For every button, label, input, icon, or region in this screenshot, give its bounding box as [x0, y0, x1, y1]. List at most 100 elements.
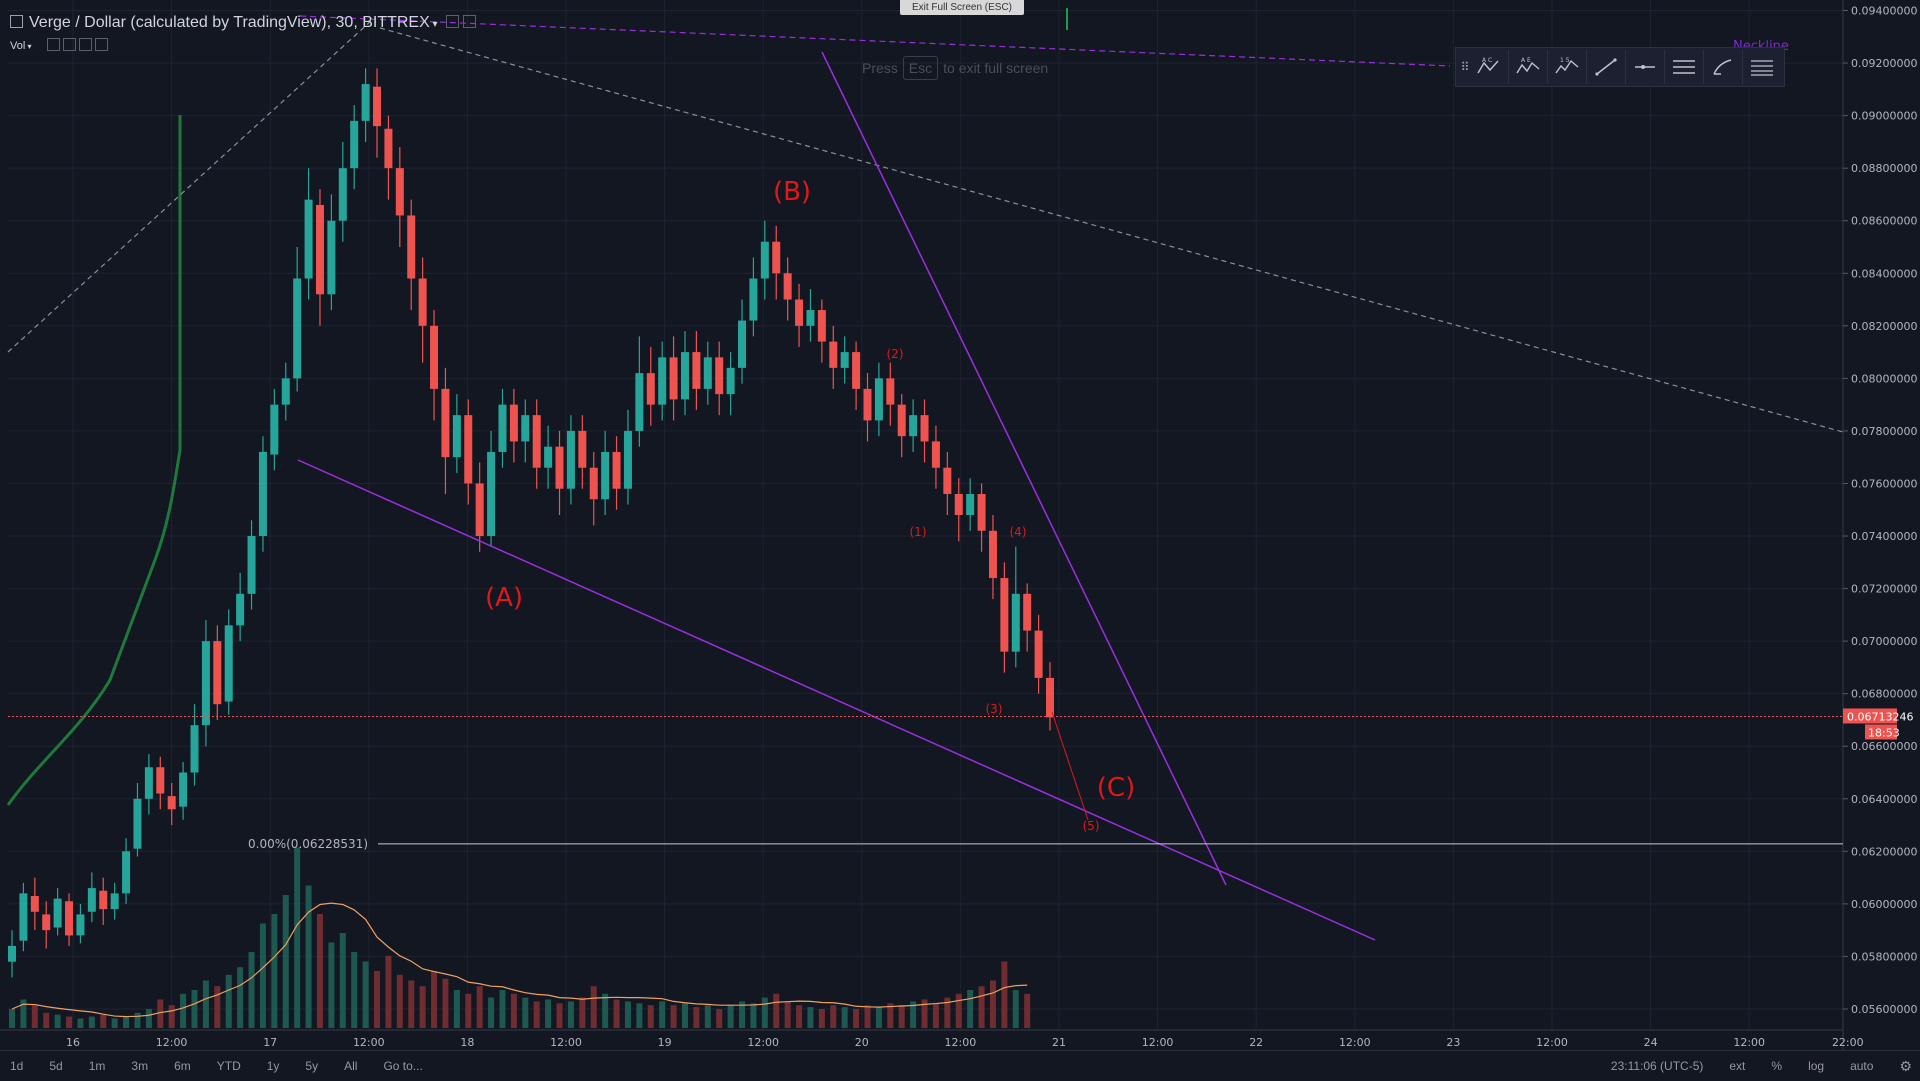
horizontal-ray-icon[interactable] [1626, 50, 1665, 84]
candle-body [920, 415, 929, 442]
range-ytd[interactable]: YTD [216, 1059, 241, 1073]
volume-bar [1024, 993, 1031, 1028]
fib-retracement-icon[interactable] [1743, 50, 1781, 84]
brush-icon[interactable] [1704, 50, 1743, 84]
option-auto[interactable]: auto [1850, 1059, 1874, 1073]
volume-bar [636, 1003, 643, 1028]
range-5d[interactable]: 5d [49, 1059, 63, 1073]
volume-bar [271, 914, 278, 1028]
volume-bar [556, 1003, 563, 1028]
candle-body [304, 199, 313, 279]
volume-bar [214, 986, 221, 1028]
close-icon[interactable] [94, 38, 108, 51]
volume-bar [191, 990, 198, 1028]
x-tick-label: 12:00 [1536, 1036, 1568, 1049]
settings-icon[interactable] [62, 38, 76, 51]
x-tick-label: 22 [1249, 1036, 1263, 1049]
y-tick-label: 0.09000000 [1851, 110, 1917, 123]
symbol-title[interactable]: Verge / Dollar (calculated by TradingVie… [29, 14, 430, 31]
y-tick-label: 0.08200000 [1851, 320, 1917, 333]
settings-icon[interactable] [446, 15, 460, 28]
candle-body [76, 914, 85, 936]
gear-icon[interactable]: ⚙ [1899, 1057, 1912, 1074]
clock-time[interactable]: 23:11:06 (UTC-5) [1610, 1059, 1704, 1073]
drag-handle-icon[interactable]: ⠿ [1460, 60, 1470, 74]
chevron-down-icon[interactable]: ▾ [25, 42, 32, 51]
y-tick-label: 0.08400000 [1851, 267, 1917, 280]
volume-bar [111, 1018, 118, 1028]
x-tick-label: 12:00 [1339, 1036, 1371, 1049]
y-tick-label: 0.06400000 [1851, 793, 1917, 806]
candle-body [954, 493, 963, 515]
parallel-channel-icon[interactable] [1665, 50, 1704, 84]
plus-icon[interactable] [78, 38, 92, 51]
candle-body [680, 352, 689, 400]
x-tick-label: 12:00 [353, 1036, 385, 1049]
collapse-icon[interactable] [10, 15, 23, 28]
volume-bar [180, 993, 187, 1028]
range-selector: 1d 5d 1m 3m 6m YTD 1y 5y All Go to... [10, 1051, 449, 1081]
candle-body [338, 168, 347, 221]
candle-body [943, 467, 952, 494]
volume-bar [590, 986, 597, 1028]
volume-bar [9, 1009, 15, 1028]
candle-body [669, 357, 678, 400]
candle-body [156, 767, 165, 794]
volume-label[interactable]: Vol [10, 40, 26, 52]
candle-body [110, 893, 119, 910]
candle-body [829, 341, 838, 368]
volume-bar [157, 999, 164, 1028]
range-1m[interactable]: 1m [88, 1059, 106, 1073]
abc-pattern-icon[interactable]: A C [1470, 50, 1509, 84]
range-3m[interactable]: 3m [131, 1059, 149, 1073]
close-icon[interactable] [463, 15, 477, 28]
volume-ma-line [11, 902, 1028, 1018]
candle-body [384, 128, 393, 169]
candle-body [475, 483, 484, 537]
eye-icon[interactable] [46, 38, 60, 51]
wave-label: (1) [910, 525, 927, 539]
volume-bar [499, 990, 506, 1028]
range-5y[interactable]: 5y [305, 1059, 319, 1073]
candle-body [772, 241, 781, 274]
range-1d[interactable]: 1d [10, 1059, 24, 1073]
volume-bar [647, 1005, 654, 1028]
trend-line-icon[interactable] [1587, 50, 1626, 84]
range-goto[interactable]: Go to... [383, 1059, 423, 1073]
candle-body [760, 241, 769, 279]
volume-bar [579, 997, 586, 1028]
dashed-trendline [7, 19, 373, 353]
svg-text:A C: A C [1482, 57, 1492, 64]
volume-bar [134, 1012, 141, 1028]
range-all[interactable]: All [344, 1059, 358, 1073]
candle-body [795, 299, 804, 326]
candle-body [179, 772, 188, 807]
volume-bar [910, 1001, 917, 1028]
option-percent[interactable]: % [1771, 1059, 1783, 1073]
y-tick-label: 0.08600000 [1851, 215, 1917, 228]
volume-bar [739, 1001, 746, 1028]
elliott-wave-icon[interactable]: 1 5 [1548, 50, 1587, 84]
volume-bar [476, 986, 483, 1028]
range-6m[interactable]: 6m [174, 1059, 191, 1073]
exit-fullscreen-button[interactable]: Exit Full Screen (ESC) [900, 0, 1024, 15]
volume-bar [77, 1018, 84, 1028]
candle-body [373, 86, 382, 127]
volume-bar [955, 993, 962, 1028]
candle-body [236, 593, 245, 626]
volume-bar [773, 993, 780, 1028]
option-log[interactable]: log [1808, 1059, 1825, 1073]
volume-bar [784, 1001, 791, 1028]
option-ext[interactable]: ext [1729, 1059, 1746, 1073]
abcde-pattern-icon[interactable]: A E [1509, 50, 1548, 84]
volume-bar [978, 986, 985, 1028]
range-1y[interactable]: 1y [266, 1059, 280, 1073]
candle-body [395, 168, 404, 216]
x-tick-label: 12:00 [550, 1036, 582, 1049]
candle-body [327, 220, 336, 295]
volume-bar [522, 997, 529, 1028]
chevron-down-icon[interactable]: ▾ [429, 19, 438, 30]
y-tick-label: 0.07800000 [1851, 425, 1917, 438]
x-tick-label: 12:00 [747, 1036, 779, 1049]
